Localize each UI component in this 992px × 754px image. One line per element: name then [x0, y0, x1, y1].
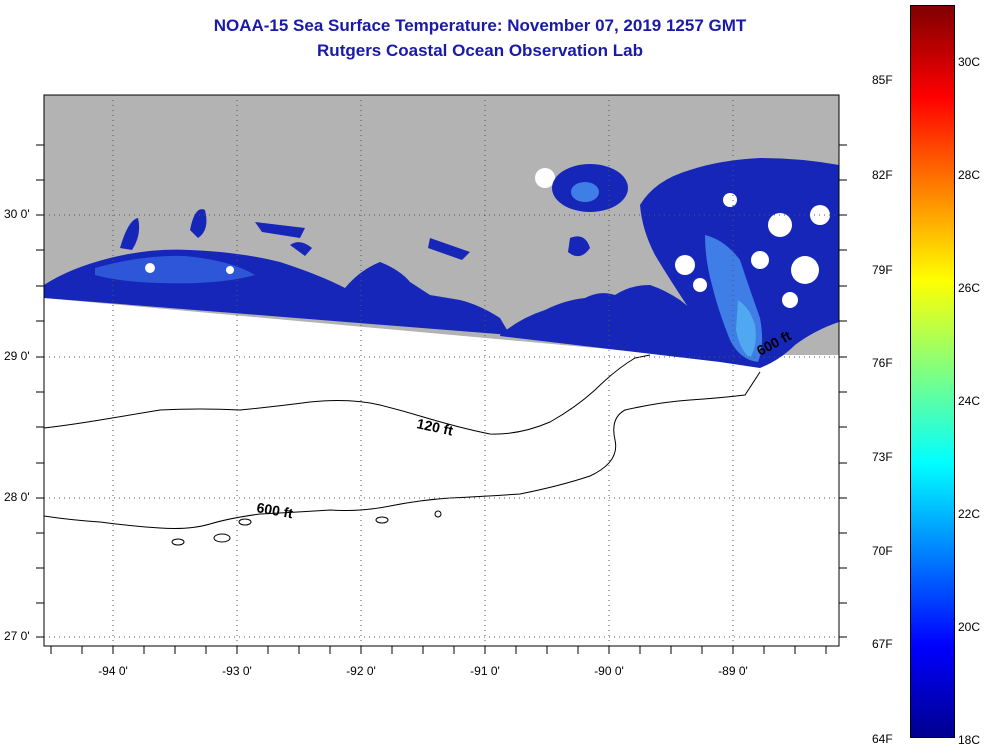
- cb-f-76: 76F: [872, 356, 893, 370]
- lake-grand: [428, 238, 470, 260]
- no-data-area: [44, 298, 839, 646]
- cb-f-73: 73F: [872, 450, 893, 464]
- lon-label-92: -92 0': [346, 664, 376, 678]
- map-subtitle: Rutgers Coastal Ocean Observation Lab: [317, 41, 643, 60]
- cb-c-24: 24C: [958, 394, 981, 408]
- lon-label-94: -94 0': [98, 664, 128, 678]
- lake-warm-spot: [571, 182, 599, 202]
- map-frame: [43, 94, 840, 647]
- contour-label-120: 120 ft: [415, 415, 454, 438]
- cb-c-28: 28C: [958, 168, 981, 182]
- cb-f-70: 70F: [872, 544, 893, 558]
- cb-f-82: 82F: [872, 168, 893, 182]
- lake-sabine: [290, 242, 312, 256]
- contour-600ft: [44, 371, 761, 529]
- map-title: NOAA-15 Sea Surface Temperature: Novembe…: [213, 16, 747, 35]
- lake-west-1: [120, 218, 140, 250]
- cb-f-67: 67F: [872, 637, 893, 651]
- cb-c-20: 20C: [958, 620, 981, 634]
- sst-delta: [500, 285, 720, 362]
- cb-c-22: 22C: [958, 507, 981, 521]
- cb-f-64: 64F: [872, 732, 893, 746]
- lake-west-2: [190, 209, 207, 238]
- ticks: [36, 144, 847, 654]
- contour-120ft: [44, 354, 651, 435]
- graticule: [44, 95, 839, 646]
- temperature-colorbar: [910, 5, 955, 738]
- sst-coast-west-light: [95, 255, 255, 284]
- cb-c-30: 30C: [958, 55, 981, 69]
- lake-calcasieu: [255, 222, 305, 238]
- cb-f-85: 85F: [872, 73, 893, 87]
- cloud-gaps: [145, 168, 830, 308]
- lat-label-27: 27 0': [4, 629, 30, 643]
- cb-c-18: 18C: [958, 733, 981, 747]
- lat-label-30: 30 0': [4, 207, 30, 221]
- sst-east-cyan: [736, 300, 756, 358]
- lon-label-90: -90 0': [594, 664, 624, 678]
- lon-label-91: -91 0': [470, 664, 500, 678]
- lake-salvador: [568, 236, 590, 257]
- lat-label-28: 28 0': [4, 490, 30, 504]
- lon-label-89: -89 0': [718, 664, 748, 678]
- cb-c-26: 26C: [958, 281, 981, 295]
- cb-f-79: 79F: [872, 263, 893, 277]
- lat-label-29: 29 0': [4, 349, 30, 363]
- contour-label-600-west: 600 ft: [255, 499, 294, 521]
- contour-islands: [171, 510, 442, 546]
- lon-label-93: -93 0': [222, 664, 252, 678]
